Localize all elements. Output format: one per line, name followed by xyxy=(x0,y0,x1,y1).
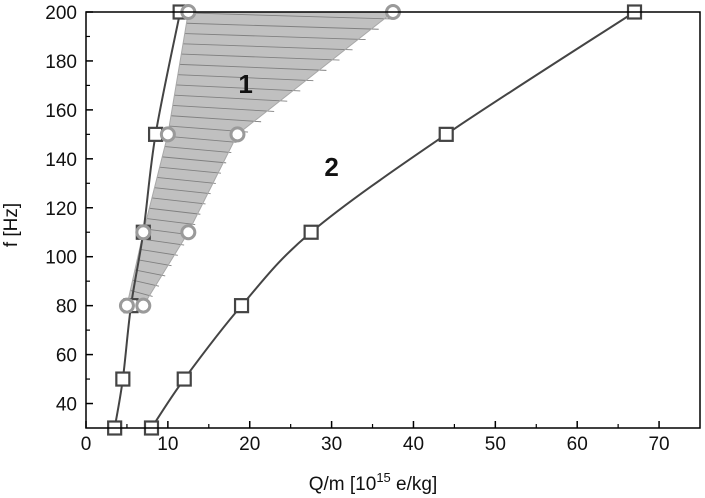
y-tick-label: 60 xyxy=(56,346,77,367)
x-tick-label: 0 xyxy=(81,434,92,455)
region-hatch-line xyxy=(184,33,366,40)
region-hatch-line xyxy=(132,279,160,287)
square-marker xyxy=(176,371,192,387)
region-hatch-line xyxy=(157,176,216,184)
region-right-edge xyxy=(142,12,394,306)
y-axis-title: f [Hz] xyxy=(1,203,22,247)
region-hatch-line xyxy=(174,94,288,102)
circle-marker xyxy=(135,297,152,314)
region-hatch-line xyxy=(167,135,237,143)
region-left-edge xyxy=(126,12,189,306)
region-hatch-line xyxy=(176,84,301,92)
y-tick-label: 180 xyxy=(45,52,77,73)
region-label-1: 1 xyxy=(238,69,252,99)
circle-marker xyxy=(118,297,135,314)
region-hatch-line xyxy=(141,238,185,246)
circle-marker xyxy=(229,126,246,143)
plot-frame xyxy=(85,11,701,429)
x-tick-label: 10 xyxy=(157,434,178,455)
y-tick-label: 200 xyxy=(45,3,77,24)
region-hatch-line xyxy=(172,105,275,112)
region-hatch-line xyxy=(179,63,327,71)
region-hatch-line xyxy=(137,259,172,267)
circle-marker xyxy=(180,224,197,241)
x-tick-label: 60 xyxy=(567,434,588,455)
x-tick-label: 30 xyxy=(321,434,342,455)
region-hatch-line xyxy=(162,156,227,164)
y-tick-label: 140 xyxy=(45,150,77,171)
y-tick-label: 80 xyxy=(56,297,77,318)
region-hatch-line xyxy=(170,115,262,123)
annotations-group: 12 xyxy=(238,69,338,182)
region-hatch-line xyxy=(139,248,178,256)
x-tick-label: 70 xyxy=(648,434,669,455)
shaded-region xyxy=(126,12,394,308)
region-hatch-line xyxy=(181,53,340,61)
y-tick-label: 120 xyxy=(45,199,77,220)
x-axis-title: Q/m [1015 e/kg] xyxy=(309,470,438,495)
markers-group xyxy=(107,4,643,436)
square-marker xyxy=(438,126,454,142)
ticks-group: 0 10 20 30 40 50 60 70 40 60 80 100 120 140 160 180 200 xyxy=(45,3,669,455)
circle-marker xyxy=(135,224,152,241)
region-hatch-line xyxy=(182,43,353,51)
region-hatch-line xyxy=(159,166,222,174)
square-marker xyxy=(233,298,250,314)
region-hatch-line xyxy=(177,74,314,82)
y-tick-label: 100 xyxy=(45,248,77,269)
circle-marker xyxy=(159,126,176,143)
region-hatch-line xyxy=(149,207,201,215)
region-hatch-line xyxy=(186,22,379,30)
square-marker xyxy=(115,371,131,387)
x-tick-label: 40 xyxy=(403,434,424,455)
region-hatch-line xyxy=(151,197,206,205)
region-hatch-line xyxy=(164,146,232,154)
y-tick-label: 160 xyxy=(45,101,77,122)
region-hatch-line xyxy=(134,269,166,277)
region-hatch-line xyxy=(146,218,196,225)
region-hatch-line xyxy=(188,12,392,20)
square-marker xyxy=(303,224,319,240)
x-tick-label: 50 xyxy=(485,434,506,455)
region-label-2: 2 xyxy=(324,152,338,182)
y-tick-label: 40 xyxy=(56,395,77,416)
region-hatch-line xyxy=(154,187,211,195)
x-tick-label: 20 xyxy=(239,434,260,455)
